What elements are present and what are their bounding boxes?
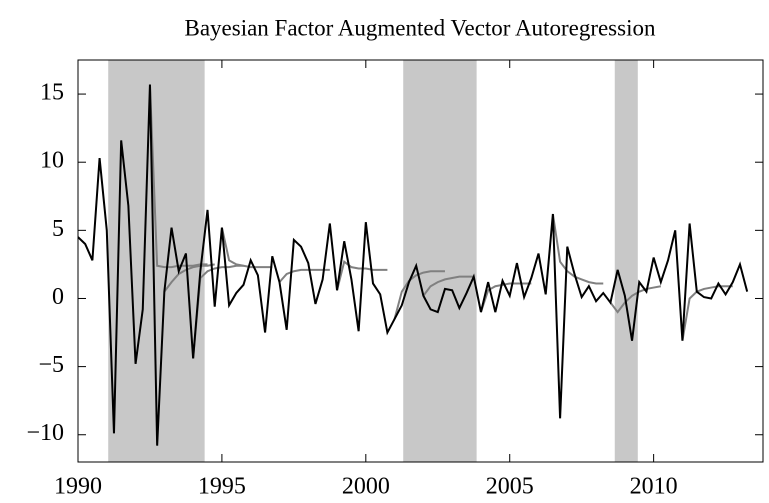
chart-title: Bayesian Factor Augmented Vector Autoreg… [185, 15, 656, 40]
y-tick-label: 15 [40, 80, 64, 106]
series-line [78, 84, 749, 446]
recession-band [403, 60, 477, 462]
series-line [220, 227, 273, 269]
x-tick-label: 2005 [486, 474, 534, 500]
y-tick-label: 5 [52, 216, 64, 242]
y-tick-label: 0 [52, 284, 64, 310]
series-line [422, 275, 474, 297]
series-line [609, 285, 662, 314]
y-tick-label: −5 [38, 352, 64, 378]
y-tick-label: −10 [26, 420, 64, 446]
series-line [163, 263, 215, 293]
plot-frame [77, 59, 764, 463]
y-tick-label: 10 [40, 148, 64, 174]
series-line [681, 285, 733, 341]
x-tick-label: 2010 [630, 474, 678, 500]
x-tick-label: 2000 [342, 474, 390, 500]
recession-band [614, 60, 638, 462]
series-line [393, 270, 445, 320]
x-tick-label: 1990 [54, 474, 102, 500]
series-line [278, 268, 330, 283]
series-line [551, 213, 604, 285]
x-tick-label: 1995 [198, 474, 246, 500]
